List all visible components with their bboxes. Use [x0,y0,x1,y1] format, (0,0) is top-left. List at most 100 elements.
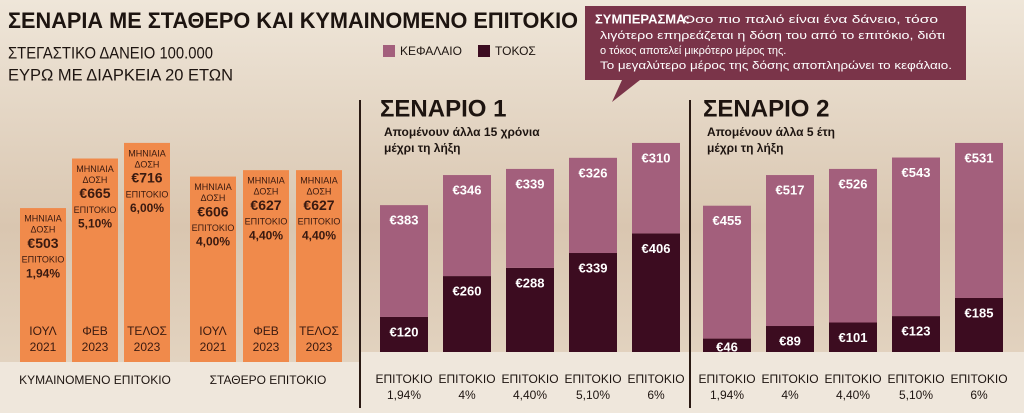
value-label: €455 [713,213,742,228]
scenario-subtitle: μέχρι τη λήξη [707,141,783,155]
value-label: €310 [642,150,671,165]
note-box [585,6,966,102]
payment-label: ΔΟΣΗ [83,175,108,185]
value-label: €123 [902,324,931,339]
rate-label: ΕΠΙΤΟΚΙΟ [22,254,65,264]
value-label: €503 [27,235,58,251]
note-text: ο τόκος αποτελεί μικρότερο μέρος της. [600,45,786,57]
x-tick-label: 2023 [253,340,280,354]
bar [72,158,118,362]
x-tick-label: ΕΠΙΤΟΚΙΟ [824,372,881,386]
payment-label: ΔΟΣΗ [31,224,56,234]
bar-segment [443,175,491,277]
bar-segment [892,157,940,317]
rate-label: ΕΠΙΤΟΚΙΟ [74,205,117,215]
scenario-subtitle: μέχρι τη λήξη [384,141,460,155]
rate-label: ΕΠΙΤΟΚΙΟ [298,217,341,227]
bar-segment [703,205,751,339]
rate-value: 4,40% [302,228,336,242]
bar-segment [632,233,680,352]
chart-title: ΣΕΝΑΡΙΑ ΜΕ ΣΤΑΘΕΡΟ ΚΑΙ ΚΥΜΑΙΝΟΜΕΝΟ ΕΠΙΤΟ… [8,8,578,33]
note-text: λιγότερο επηρεάζεται η δόση του από το ε… [600,30,946,42]
value-label: €288 [516,275,545,290]
bar-segment [829,322,877,352]
payment-label: ΜΗΝΙΑΙΑ [128,148,166,158]
value-label: €101 [839,330,868,345]
value-label: €517 [776,182,805,197]
x-tick-label: ΕΠΙΤΟΚΙΟ [627,372,684,386]
payment-label: ΜΗΝΙΑΙΑ [194,182,232,192]
value-label: €543 [902,165,931,180]
value-label: €526 [839,176,868,191]
rate-value: 4,00% [196,235,230,249]
x-tick-label: ΦΕΒ [253,324,279,338]
bar-segment [955,297,1003,352]
x-tick-label: 2023 [306,340,333,354]
scenario-title: ΣΕΝΑΡΙΟ 2 [703,95,829,122]
value-label: €406 [642,241,671,256]
bar [296,170,342,362]
bar-segment [766,175,814,327]
group-label: ΚΥΜΑΙΝΟΜΕΝΟ ΕΠΙΤΟΚΙΟ [19,373,171,387]
payment-label: ΔΟΣΗ [307,187,332,197]
x-tick-label: ΕΠΙΤΟΚΙΟ [438,372,495,386]
x-tick-label: ΕΠΙΤΟΚΙΟ [375,372,432,386]
x-tick-label: ΕΠΙΤΟΚΙΟ [564,372,621,386]
x-tick-label: 4,40% [513,388,547,402]
x-tick-label: 4,40% [836,388,870,402]
rate-label: ΕΠΙΤΟΚΙΟ [126,189,169,199]
x-tick-label: 4% [781,388,799,402]
bar-segment [892,316,940,352]
value-label: €339 [579,260,608,275]
note-text: Το μεγαλύτερο μέρος της δόσης αποπληρώνε… [600,60,952,72]
value-label: €531 [965,150,994,165]
x-tick-label: 6% [647,388,665,402]
payment-label: ΜΗΝΙΑΙΑ [300,176,338,186]
x-tick-label: 6% [970,388,988,402]
x-tick-label: 2023 [82,340,109,354]
footer-strip [360,352,1024,413]
bar-segment [632,142,680,234]
bar [20,208,66,362]
value-label: €185 [965,305,994,320]
scenario-subtitle: Απομένουν άλλα 5 έτη [707,125,835,139]
payment-label: ΜΗΝΙΑΙΑ [76,164,114,174]
value-label: €665 [79,185,110,201]
legend-label: ΤΟΚΟΣ [495,44,536,58]
bar-segment [569,253,617,352]
subtitle: ΕΥΡΩ ΜΕ ΔΙΑΡΚΕΙΑ 20 ΕΤΩΝ [8,65,233,84]
bar-segment [569,157,617,254]
bar-segment [380,316,428,352]
bar-segment [506,168,554,268]
x-tick-label: ΙΟΥΛ [199,324,226,338]
x-tick-label: ΕΠΙΤΟΚΙΟ [698,372,755,386]
x-tick-label: ΕΠΙΤΟΚΙΟ [501,372,558,386]
rate-value: 1,94% [26,266,60,280]
x-tick-label: 2023 [134,340,161,354]
rate-label: ΕΠΙΤΟΚΙΟ [192,223,235,233]
bar-segment [955,142,1003,298]
x-tick-label: ΙΟΥΛ [29,324,56,338]
value-label: €339 [516,176,545,191]
value-label: €89 [779,333,801,348]
x-tick-label: ΕΠΙΤΟΚΙΟ [887,372,944,386]
bar [190,176,236,362]
x-tick-label: 2021 [30,340,57,354]
footer-strip [0,362,360,413]
value-label: €346 [453,182,482,197]
group-label: ΣΤΑΘΕΡΟ ΕΠΙΤΟΚΙΟ [210,373,327,387]
note-title: ΣΥΜΠΕΡΑΣΜΑ: [595,11,690,26]
x-tick-label: ΤΕΛΟΣ [299,324,339,338]
scenario-subtitle: Απομένουν άλλα 15 χρόνια [384,125,540,139]
payment-label: ΔΟΣΗ [201,193,226,203]
bar [124,142,170,362]
rate-value: 5,10% [78,217,112,231]
value-label: €120 [390,324,419,339]
x-tick-label: 4% [458,388,476,402]
x-tick-label: ΤΕΛΟΣ [127,324,167,338]
value-label: €627 [303,197,334,213]
value-label: €326 [579,165,608,180]
payment-label: ΔΟΣΗ [135,159,160,169]
x-tick-label: 5,10% [899,388,933,402]
payment-label: ΔΟΣΗ [254,187,279,197]
